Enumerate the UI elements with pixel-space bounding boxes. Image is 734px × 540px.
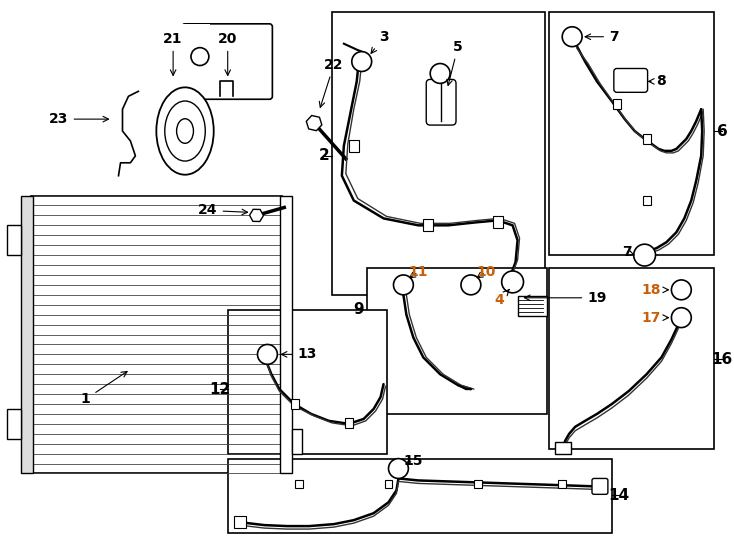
FancyBboxPatch shape [182, 24, 272, 99]
Ellipse shape [177, 119, 194, 143]
Text: 15: 15 [404, 454, 423, 468]
Circle shape [388, 458, 408, 478]
Circle shape [352, 52, 371, 71]
Circle shape [501, 271, 523, 293]
Text: 9: 9 [354, 302, 364, 317]
Text: 12: 12 [209, 382, 230, 396]
Bar [332, 12, 545, 295]
Circle shape [430, 64, 450, 83]
Text: 19: 19 [525, 291, 607, 305]
Bar [643, 195, 650, 206]
Text: 8: 8 [649, 75, 666, 89]
Bar [180, 24, 210, 95]
FancyBboxPatch shape [426, 79, 456, 125]
Text: 21: 21 [164, 32, 183, 76]
FancyBboxPatch shape [592, 478, 608, 494]
Bar [228, 310, 387, 454]
Bar [385, 481, 393, 488]
Text: 23: 23 [49, 112, 109, 126]
Bar [643, 134, 650, 144]
Text: 6: 6 [716, 124, 727, 139]
FancyBboxPatch shape [556, 442, 571, 454]
Bar [367, 268, 548, 414]
Circle shape [633, 244, 655, 266]
Text: 7: 7 [622, 245, 634, 259]
Circle shape [672, 308, 691, 328]
Bar [549, 268, 714, 449]
Bar [424, 219, 433, 231]
Circle shape [258, 345, 277, 364]
Circle shape [461, 275, 481, 295]
Bar [31, 195, 283, 474]
FancyBboxPatch shape [7, 225, 21, 255]
Bar [280, 195, 292, 474]
Circle shape [191, 48, 209, 65]
Circle shape [562, 27, 582, 46]
Text: 17: 17 [642, 310, 669, 325]
Text: 20: 20 [218, 32, 237, 76]
Bar [349, 140, 359, 152]
Text: 22: 22 [319, 58, 344, 107]
Text: 4: 4 [495, 289, 509, 307]
Bar [613, 99, 621, 109]
Text: 16: 16 [711, 352, 733, 367]
Bar [549, 12, 714, 255]
Bar [228, 458, 612, 533]
FancyBboxPatch shape [517, 296, 548, 316]
Text: 5: 5 [447, 39, 463, 85]
Circle shape [672, 280, 691, 300]
Text: 2: 2 [319, 148, 330, 163]
Text: 11: 11 [409, 265, 428, 279]
FancyBboxPatch shape [292, 429, 302, 454]
Circle shape [393, 275, 413, 295]
Text: 24: 24 [198, 204, 247, 218]
Bar [295, 481, 303, 488]
Bar [345, 418, 353, 428]
Bar [291, 399, 299, 409]
Text: 14: 14 [608, 488, 629, 503]
Text: 10: 10 [476, 265, 495, 279]
Ellipse shape [164, 101, 206, 161]
Bar [233, 516, 246, 528]
FancyBboxPatch shape [7, 409, 21, 438]
Bar [21, 195, 33, 474]
Text: 3: 3 [371, 30, 388, 53]
Bar [474, 481, 482, 488]
Ellipse shape [156, 87, 214, 175]
Bar [493, 217, 503, 228]
Text: 13: 13 [281, 347, 317, 361]
FancyBboxPatch shape [614, 69, 647, 92]
Bar [559, 481, 566, 488]
Text: 1: 1 [81, 372, 127, 406]
Text: 18: 18 [642, 283, 669, 297]
Text: 7: 7 [585, 30, 619, 44]
